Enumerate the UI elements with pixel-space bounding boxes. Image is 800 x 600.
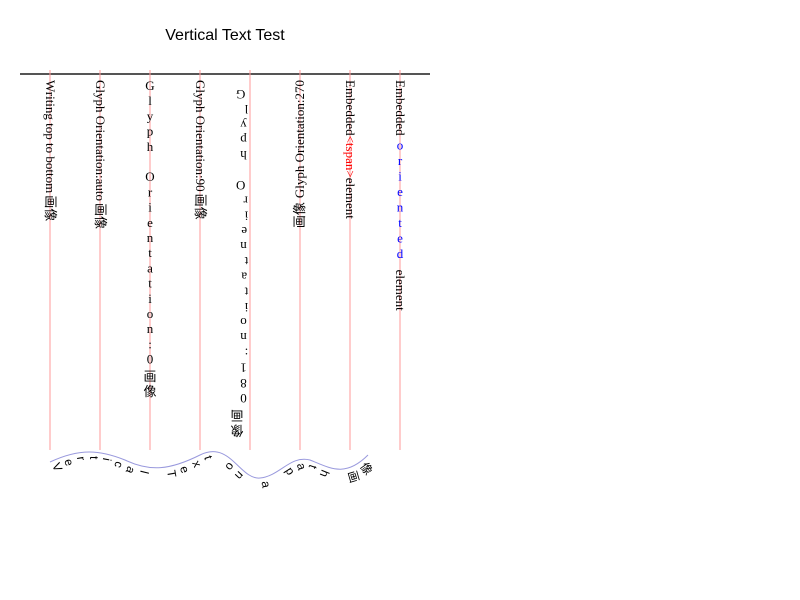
column-text-after: element — [343, 178, 358, 220]
column-cjk-text: 画像 — [143, 370, 156, 400]
column-text-before: Embedded — [343, 80, 358, 136]
column-cjk-text: 画像 — [42, 195, 57, 221]
page-title: Vertical Text Test — [165, 27, 285, 44]
column-text-before: Embedded — [393, 80, 408, 136]
column-cjk-text: 画像 — [192, 194, 207, 220]
path-text: Verti cal Texto napat h 画像 — [49, 454, 375, 490]
path-text-glyphs: Verti cal Texto napat h 画像 — [49, 454, 375, 490]
column-text-after: element — [393, 270, 408, 312]
text-path-curve — [49, 451, 369, 479]
column-cjk-text: 画像 — [92, 203, 107, 229]
vertical-column-2: Glyph Orientation:auto 画像 — [92, 80, 108, 229]
vertical-column-1: Writing top to bottom 画像 — [42, 80, 58, 221]
vertical-column-7: Embedded <tspan> element — [343, 80, 358, 219]
column-latin-text: Writing top to bottom — [43, 80, 58, 193]
column-latin-text: Glyph Orientation:270 — [292, 80, 307, 198]
column-embedded-span: <tspan> — [343, 136, 358, 178]
vertical-column-8: Embedded o r i e n t e d element — [393, 80, 408, 311]
column-latin-text: Glyph Orientation:90 — [193, 80, 208, 192]
vertical-column-6: Glyph Orientation:270 画像 — [292, 80, 308, 228]
guide-lines — [49, 70, 401, 450]
column-latin-text: Glyph Orientation:auto — [93, 80, 108, 201]
column-cjk-text: 画像 — [293, 202, 308, 228]
column-cjk-text: 画像 — [230, 407, 243, 437]
vertical-column-4: Glyph Orientation:90 画像 — [192, 80, 208, 220]
